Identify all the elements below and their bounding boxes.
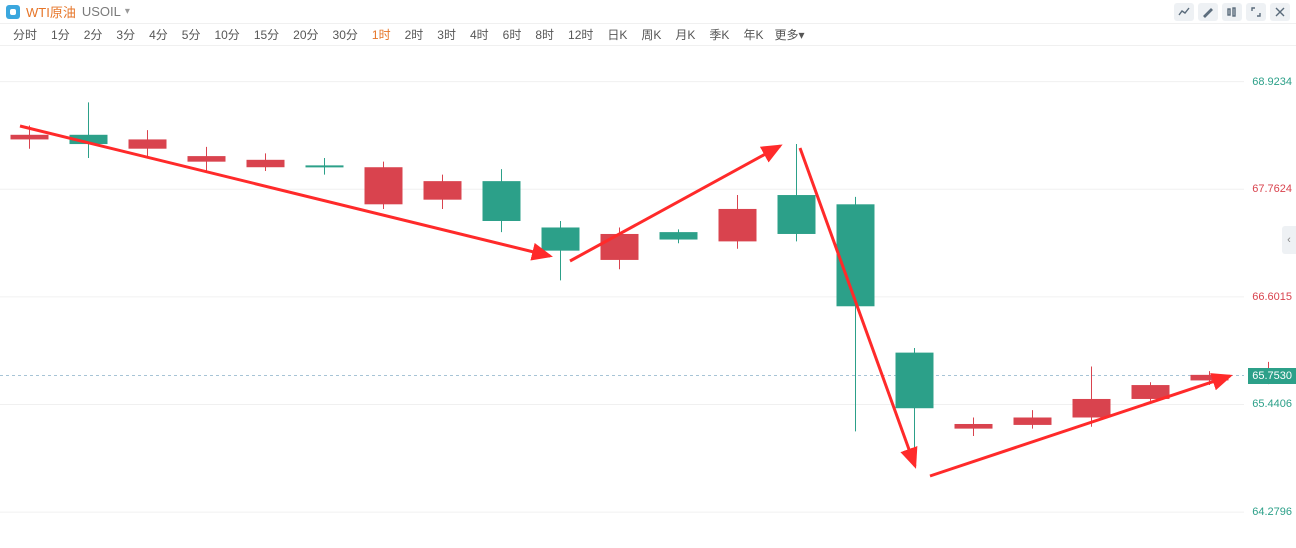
timeframe-分时[interactable]: 分时 — [6, 24, 44, 45]
timeframe-1分[interactable]: 1分 — [44, 24, 77, 45]
timeframe-月K[interactable]: 月K — [668, 24, 702, 45]
y-axis-label: 68.9234 — [1252, 76, 1292, 88]
chart-header: WTI原油 USOIL ▾ — [0, 0, 1296, 24]
close-button[interactable] — [1270, 3, 1290, 21]
timeframe-5分[interactable]: 5分 — [175, 24, 208, 45]
timeframe-3分[interactable]: 3分 — [109, 24, 142, 45]
symbol-logo-icon — [6, 5, 20, 19]
timeframe-12时[interactable]: 12时 — [561, 24, 600, 45]
timeframe-年K[interactable]: 年K — [736, 24, 770, 45]
y-axis-label: 64.2796 — [1252, 506, 1292, 518]
timeframe-15分[interactable]: 15分 — [247, 24, 286, 45]
y-axis-label: 67.7624 — [1252, 183, 1292, 195]
fullscreen-button[interactable] — [1246, 3, 1266, 21]
chart-area[interactable]: 68.9234 67.7624 66.6015 65.7530 65.4406 64.27… — [0, 46, 1296, 548]
timeframe-2时[interactable]: 2时 — [398, 24, 431, 45]
symbol-name[interactable]: WTI原油 — [26, 2, 76, 21]
edit-button[interactable] — [1198, 3, 1218, 21]
symbol-code: USOIL — [82, 4, 121, 19]
indicator-button[interactable] — [1174, 3, 1194, 21]
timeframe-30分[interactable]: 30分 — [326, 24, 365, 45]
expand-panel-icon[interactable]: ‹ — [1282, 226, 1296, 254]
current-price-tag: 65.7530 — [1248, 368, 1296, 384]
timeframe-10分[interactable]: 10分 — [207, 24, 246, 45]
timeframe-季K[interactable]: 季K — [702, 24, 736, 45]
timeframe-2分[interactable]: 2分 — [77, 24, 110, 45]
timeframe-4分[interactable]: 4分 — [142, 24, 175, 45]
timeframe-6时[interactable]: 6时 — [496, 24, 529, 45]
timeframe-more[interactable]: 更多▾ — [770, 24, 808, 45]
symbol-dropdown-icon[interactable]: ▾ — [125, 6, 130, 17]
timeframe-周K[interactable]: 周K — [634, 24, 668, 45]
y-axis: 68.9234 67.7624 66.6015 65.7530 65.4406 64.27… — [1244, 46, 1296, 548]
candle-style-button[interactable] — [1222, 3, 1242, 21]
timeframe-1时[interactable]: 1时 — [365, 24, 398, 45]
y-axis-label: 65.4406 — [1252, 398, 1292, 410]
timeframe-row: 分时1分2分3分4分5分10分15分20分30分1时2时3时4时6时8时12时日… — [0, 24, 1296, 46]
header-toolbar — [1174, 3, 1290, 21]
y-axis-label: 66.6015 — [1252, 291, 1292, 303]
timeframe-3时[interactable]: 3时 — [430, 24, 463, 45]
candlestick-svg — [0, 46, 1296, 548]
timeframe-日K[interactable]: 日K — [600, 24, 634, 45]
timeframe-4时[interactable]: 4时 — [463, 24, 496, 45]
timeframe-8时[interactable]: 8时 — [528, 24, 561, 45]
timeframe-20分[interactable]: 20分 — [286, 24, 325, 45]
